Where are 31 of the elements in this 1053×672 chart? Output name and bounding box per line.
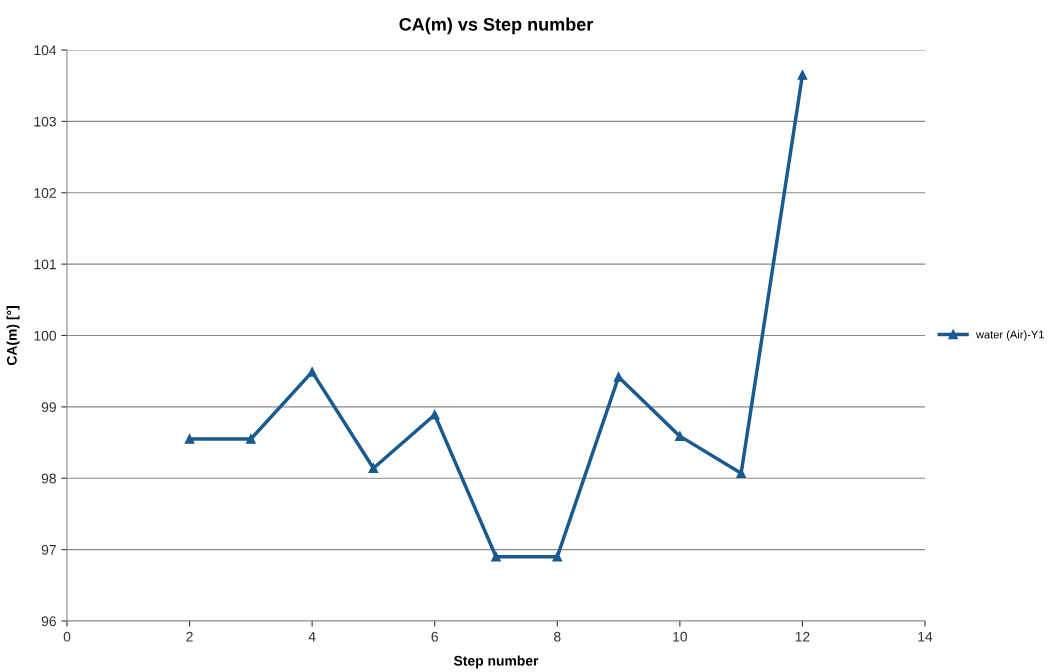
point <box>307 367 318 377</box>
y-tick-label: 100 <box>34 330 57 341</box>
point <box>491 551 501 562</box>
y-tick-label: 101 <box>34 259 56 270</box>
point <box>674 431 685 442</box>
chart-title: CA(m) vs Step number <box>399 17 594 35</box>
x-tick-label: 14 <box>918 631 933 642</box>
x-tick-label: 6 <box>431 631 438 642</box>
y-tick-label: 103 <box>34 116 56 127</box>
x-tick-label: 0 <box>63 631 71 642</box>
y-tick-label: 98 <box>41 473 56 484</box>
y-tick-label: 97 <box>41 544 56 555</box>
y-tick-label: 104 <box>34 45 57 56</box>
point <box>245 434 256 444</box>
x-tick-label: 10 <box>673 631 688 642</box>
y-tick-label: 102 <box>34 188 56 198</box>
y-tick-label: 99 <box>41 402 56 413</box>
legend-label: water (Air)-Y1 <box>975 330 1044 341</box>
point <box>797 70 808 80</box>
x-tick-label: 12 <box>795 631 810 642</box>
y-axis-title: CA(m) [°] <box>6 306 20 366</box>
point <box>613 372 624 382</box>
point <box>552 551 563 562</box>
point <box>736 468 747 479</box>
x-axis-title: Step number <box>453 655 539 669</box>
point <box>368 463 379 474</box>
point <box>184 434 195 444</box>
x-tick-label: 4 <box>308 631 316 642</box>
x-tick-label: 8 <box>554 631 561 642</box>
x-tick-label: 2 <box>186 631 193 642</box>
y-tick-label: 96 <box>41 616 56 627</box>
